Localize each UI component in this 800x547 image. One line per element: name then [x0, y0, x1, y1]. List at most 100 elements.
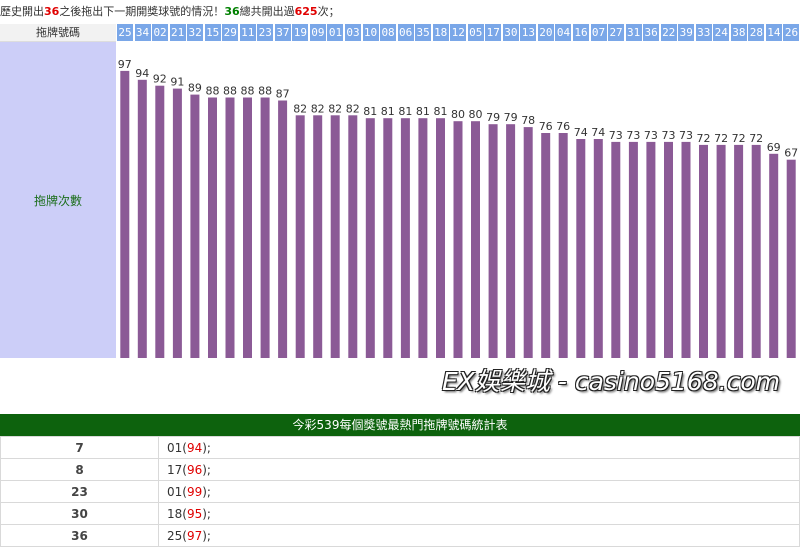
- stats-table: 7 01(94); 8 17(96); 23 01(99); 30 18(95); 36 25(9…: [0, 436, 800, 547]
- intro-middle: 之後拖出下一期開獎球號的情況！: [59, 5, 225, 18]
- bar-15: [208, 97, 217, 358]
- bar-26: [786, 159, 796, 358]
- bar-label-10: 81: [363, 105, 377, 118]
- bar-19: [295, 115, 305, 358]
- stats-key: 36: [0, 524, 159, 547]
- intro-total: 625: [294, 5, 318, 18]
- header-number-25: 25: [117, 24, 133, 41]
- bar-label-09: 82: [311, 102, 325, 115]
- bar-35: [418, 118, 428, 358]
- bar-label-07: 74: [591, 126, 605, 139]
- bar-label-15: 88: [206, 85, 220, 98]
- bar-label-11: 88: [241, 85, 255, 98]
- bar-31: [628, 141, 638, 358]
- stats-row: 7 01(94);: [0, 436, 800, 459]
- header-number-05: 05: [467, 24, 484, 41]
- bar-label-13: 78: [521, 114, 535, 127]
- bar-label-08: 81: [381, 105, 395, 118]
- stats-number: 01: [167, 484, 183, 499]
- bar-label-02: 92: [153, 73, 167, 86]
- bar-label-20: 76: [539, 120, 553, 133]
- bar-14: [769, 153, 779, 358]
- bar-label-21: 91: [170, 76, 184, 89]
- header-number-27: 27: [608, 24, 625, 41]
- bar-30: [506, 124, 516, 358]
- side-label-column: 拖牌次數: [0, 42, 116, 358]
- stats-count: 96: [186, 462, 203, 477]
- bar-label-14: 69: [767, 141, 781, 154]
- header-number-06: 06: [397, 24, 414, 41]
- intro-line: 歷史開出36之後拖出下一期開獎球號的情況！36總共開出過625次；: [0, 0, 800, 24]
- bar-23: [260, 97, 270, 358]
- stats-table-title: 今彩539每個獎號最熱門拖牌號碼統計表: [0, 414, 800, 436]
- bar-label-39: 73: [679, 129, 693, 142]
- header-number-07: 07: [590, 24, 607, 41]
- bar-39: [681, 141, 691, 358]
- stats-key: 8: [0, 458, 159, 481]
- header-number-19: 19: [292, 24, 309, 41]
- bar-label-12: 80: [451, 108, 465, 121]
- bar-29: [225, 97, 235, 358]
- bar-10: [365, 118, 375, 358]
- stats-row: 36 25(97);: [0, 524, 800, 547]
- intro-mid2: 總共開出過: [239, 5, 295, 18]
- header-number-13: 13: [520, 24, 537, 41]
- bar-07: [593, 139, 603, 358]
- bar-label-31: 73: [626, 129, 640, 142]
- stats-key: 23: [0, 480, 159, 503]
- stats-value: 01(99);: [158, 480, 800, 503]
- header-number-39: 39: [678, 24, 695, 41]
- intro-number: 36: [44, 5, 60, 18]
- number-header-row: 25 34 02 21 32 15 29 11 23 37 19 09 01 03 10 08 06 35 18 12…: [116, 24, 800, 41]
- header-number-23: 23: [257, 24, 274, 41]
- bar-36: [646, 141, 656, 358]
- bar-label-24: 72: [714, 132, 728, 145]
- bar-24: [716, 144, 726, 358]
- bar-08: [383, 118, 393, 358]
- bar-20: [541, 133, 551, 358]
- intro-suffix: 次；: [317, 5, 340, 18]
- bar-label-17: 79: [486, 111, 500, 124]
- bar-34: [137, 79, 147, 358]
- stats-count: 94: [186, 440, 203, 455]
- bar-label-16: 74: [574, 126, 588, 139]
- stats-value: 17(96);: [158, 458, 800, 481]
- stats-count: 99: [186, 484, 203, 499]
- header-number-31: 31: [625, 24, 642, 41]
- header-number-18: 18: [432, 24, 449, 41]
- stats-key: 7: [0, 436, 159, 459]
- header-number-03: 03: [345, 24, 361, 41]
- header-number-38: 38: [730, 24, 747, 41]
- bar-18: [436, 118, 445, 358]
- stats-count: 95: [186, 506, 203, 521]
- bar-label-32: 89: [188, 82, 202, 95]
- watermark-logo: EX娛樂城 - casino5168.com: [442, 367, 780, 396]
- stats-number: 25: [167, 528, 183, 543]
- bar-02: [155, 85, 165, 358]
- bar-label-03: 82: [346, 102, 360, 115]
- bar-16: [576, 139, 586, 358]
- bar-label-30: 79: [504, 111, 518, 124]
- bar-11: [243, 97, 252, 358]
- bar-label-34: 94: [135, 67, 149, 80]
- stats-row: 23 01(99);: [0, 480, 800, 503]
- header-number-16: 16: [573, 24, 589, 41]
- header-number-02: 02: [152, 24, 169, 41]
- header-number-21: 21: [169, 24, 186, 41]
- bar-label-25: 97: [118, 58, 132, 71]
- bar-label-01: 82: [328, 102, 342, 115]
- header-number-04: 04: [555, 24, 572, 41]
- bar-37: [278, 100, 288, 358]
- bar-17: [488, 124, 498, 358]
- header-number-37: 37: [274, 24, 291, 41]
- intro-number2: 36: [224, 5, 240, 18]
- bar-label-06: 81: [398, 105, 412, 118]
- bar-01: [330, 115, 340, 358]
- bar-06: [400, 118, 410, 358]
- header-number-32: 32: [187, 24, 204, 41]
- bar-25: [120, 70, 130, 358]
- stats-value: 18(95);: [158, 502, 800, 525]
- header-number-26: 26: [783, 24, 800, 41]
- stats-number: 18: [167, 506, 183, 521]
